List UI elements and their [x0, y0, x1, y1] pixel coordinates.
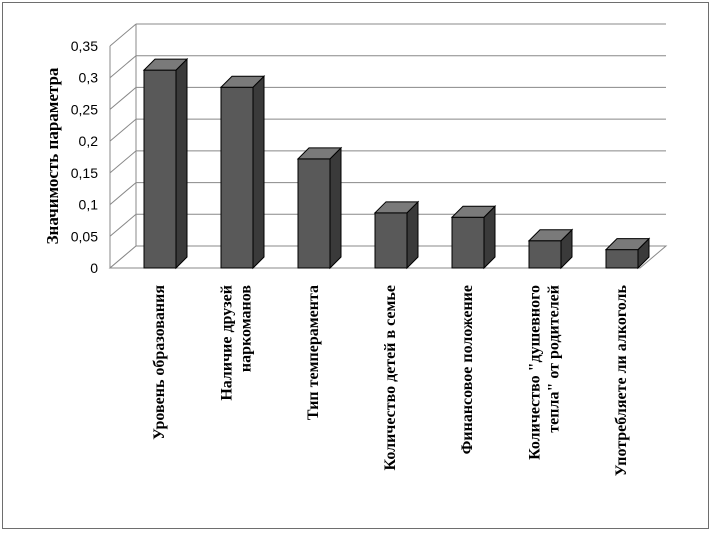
y-tick-label: 0 [90, 260, 98, 276]
y-tick-label: 0,25 [71, 101, 98, 117]
y-tick-label: 0,2 [79, 133, 99, 149]
x-tick-label: Количество детей в семье [382, 285, 399, 470]
x-tick-label: Количество "душевного [527, 285, 544, 460]
bar-top [219, 75, 266, 88]
y-tick-label: 0,05 [71, 228, 98, 244]
y-axis-label: Значимость параметра [43, 67, 62, 244]
bar-top [142, 58, 189, 71]
gridline-side [109, 87, 137, 110]
y-tick-label: 0,35 [71, 38, 98, 54]
gridline-side [109, 55, 137, 79]
x-tick-label: Наличие друзей [219, 285, 236, 401]
gridline-side [109, 150, 137, 174]
y-tick-label: 0,3 [79, 70, 99, 86]
x-tick-label: наркоманов [238, 285, 255, 372]
x-tick-label: Финансовое положение [459, 285, 476, 454]
bar-top [296, 147, 343, 160]
y-tick-label: 0,15 [71, 165, 98, 181]
bar [374, 212, 408, 269]
bar [220, 86, 254, 269]
x-tick-label: Тип темперамента [305, 285, 322, 420]
bar-top [527, 229, 574, 242]
bar [297, 158, 331, 269]
bar-side [175, 57, 188, 270]
x-tick-label: Употребляете ли алкоголь [613, 284, 630, 476]
bar-top [450, 205, 497, 218]
gridline-side [109, 213, 137, 237]
bar [605, 249, 639, 269]
bar-side [252, 75, 265, 270]
bar-top [604, 238, 651, 251]
bar [143, 69, 177, 269]
y-tick-label: 0,1 [79, 197, 99, 213]
gridline-side [109, 118, 137, 142]
gridline-side [109, 23, 137, 47]
x-tick-label: Уровень образования [151, 285, 168, 440]
bar-top [373, 201, 420, 214]
gridline-side [109, 182, 137, 205]
bar [451, 216, 485, 269]
bar [528, 240, 562, 269]
x-tick-label: тепла" от родителей [546, 285, 563, 433]
bar-side [329, 146, 342, 270]
